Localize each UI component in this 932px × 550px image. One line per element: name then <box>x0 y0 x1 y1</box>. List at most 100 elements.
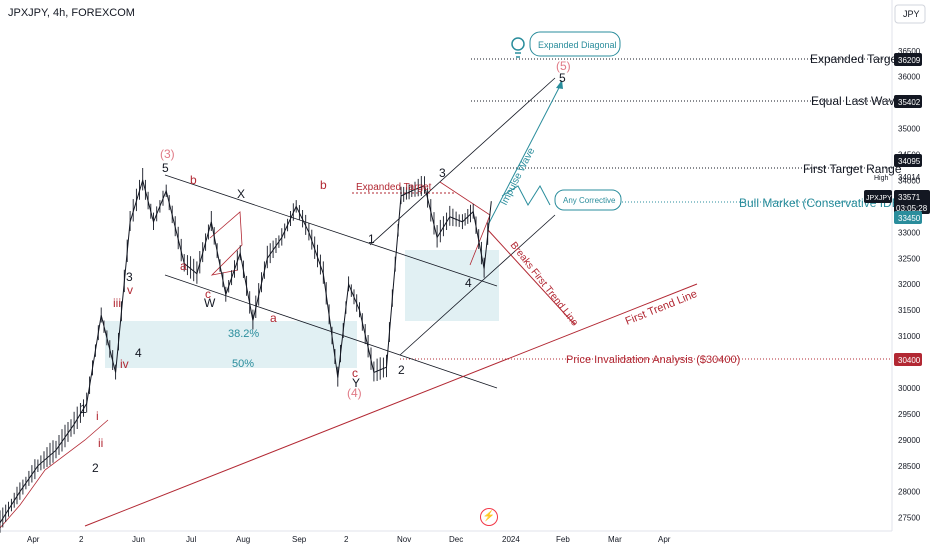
wave-label-c-1: c <box>205 287 211 301</box>
price-invalidation-label: Price Invalidation Analysis ($30400) <box>566 354 740 366</box>
price-tick-label: 30000 <box>898 384 921 393</box>
wave-label-4: 4 <box>135 346 142 360</box>
time-tick-label: 2024 <box>502 535 520 544</box>
badge-equal-last-wave-text: 35402 <box>898 98 921 107</box>
time-tick-label: Jul <box>186 535 196 544</box>
time-tick-label: Sep <box>292 535 307 544</box>
fib-382-label: 38.2% <box>228 328 259 340</box>
price-tick-label: 33000 <box>898 228 921 237</box>
first-trend-line <box>84 283 698 527</box>
impulse-wave-arrow <box>487 81 563 226</box>
wave-label-3: 3 <box>126 270 133 284</box>
any-corrective-label: Any Corrective <box>563 196 616 205</box>
badge-invalidation <box>894 353 922 366</box>
time-tick-label: Aug <box>236 535 250 544</box>
price-tick-label: 34000 <box>898 176 921 185</box>
badge-first-target-text: 34095 <box>898 157 921 166</box>
price-badges: 36209 35402 34095 34014 High JPXJPY 3357… <box>864 53 930 366</box>
badge-last-price <box>894 190 930 214</box>
wave-label-c-2: c <box>352 366 358 380</box>
wave-label-1-b: 1 <box>368 232 375 246</box>
badge-invalidation-text: 30400 <box>898 356 921 365</box>
price-tick-label: 29000 <box>898 436 921 445</box>
badge-last-symbol <box>864 190 892 203</box>
badge-equal-last-wave <box>894 95 922 108</box>
wave-label-i: i <box>96 409 99 423</box>
wave-label-ii: ii <box>98 436 103 450</box>
badge-countdown-text: 03:05:28 <box>896 204 928 213</box>
price-tick-label: 28500 <box>898 462 921 471</box>
wave-label-5-paren: (5) <box>556 59 571 73</box>
badge-expanded-target <box>894 53 922 66</box>
time-tick-labels: Apr 2 Jun Jul Aug Sep 2 Nov Dec 2024 Feb Mar Apr <box>27 535 671 544</box>
currency-label[interactable]: JPY <box>903 9 920 19</box>
price-tick-label: 31000 <box>898 332 921 341</box>
any-corrective-zigzag <box>501 185 551 206</box>
wave-label-4-paren: (4) <box>347 386 362 400</box>
price-tick-label: 31500 <box>898 306 921 315</box>
wave-label-5-top: 5 <box>162 161 169 175</box>
diagonal-upper-line <box>369 77 556 246</box>
time-tick-label: Mar <box>608 535 622 544</box>
wave-label-1: 1 <box>80 402 87 416</box>
price-tick-label: 32500 <box>898 254 921 263</box>
price-tick-label: 27500 <box>898 514 921 523</box>
expanded-target-label: Expanded Target <box>810 52 901 66</box>
first-trend-line-label: First Trend Line <box>624 288 699 328</box>
badge-high-label: High <box>874 175 889 182</box>
time-tick-label: Jun <box>132 535 145 544</box>
early-wave-channel <box>0 419 109 529</box>
wave-label-x: X <box>237 187 245 201</box>
first-target-range-label: First Target Range <box>803 162 902 176</box>
diagonal-lower-line <box>399 214 556 356</box>
wave-labels: (3) 5 b X b a c W a 3 v iii 4 iv 1 i ii … <box>80 59 571 475</box>
price-tick-label: 29500 <box>898 410 921 419</box>
fib-50-label: 50% <box>232 358 254 370</box>
price-tick-label: 28000 <box>898 488 921 497</box>
badge-last-price-text: 33571 <box>898 193 921 202</box>
time-tick-label: 2 <box>344 535 349 544</box>
price-tick-label: 36000 <box>898 73 921 82</box>
badge-last-symbol-text: JPXJPY <box>866 195 892 202</box>
time-tick-label: Dec <box>449 535 463 544</box>
wave-label-4-b: 4 <box>465 276 472 290</box>
impulse-wave-label: Impulse Wave <box>499 146 538 208</box>
breaks-trend-arrow <box>487 229 576 326</box>
expanded-diagonal-box[interactable] <box>529 31 621 57</box>
wave-label-2: 2 <box>92 461 99 475</box>
any-corrective-box[interactable] <box>554 189 622 211</box>
wave-label-a-1: a <box>180 259 187 273</box>
price-tick-labels: 3650036000355003500034500340003350033000… <box>898 47 921 523</box>
wave-label-3-b: 3 <box>439 166 446 180</box>
expanded-target-left-label: Expanded Target <box>356 182 432 193</box>
badge-first-target <box>894 154 922 167</box>
time-tick-label: Feb <box>556 535 570 544</box>
lightbulb-icon <box>511 37 525 58</box>
price-tick-label: 35000 <box>898 125 921 134</box>
flash-icon[interactable]: ⚡ <box>480 508 498 526</box>
badge-secondary <box>894 211 922 224</box>
price-tick-label: 32000 <box>898 280 921 289</box>
fib-zone-left <box>105 321 357 368</box>
currency-box <box>894 4 926 24</box>
equal-last-wave-label: Equal Last Wave <box>811 94 902 108</box>
badge-high-value: 34014 <box>898 173 921 182</box>
fib-zone-right <box>405 250 499 321</box>
price-tick-label: 36500 <box>898 47 921 56</box>
expanded-diagonal-label: Expanded Diagonal <box>538 40 617 50</box>
symbol-title: JPXJPY, 4h, FOREXCOM <box>8 7 135 19</box>
wave-label-iv: iv <box>120 357 129 371</box>
wave-label-3-paren: (3) <box>160 147 175 161</box>
triangle-wave-lines <box>209 211 243 276</box>
wave-label-v: v <box>127 283 133 297</box>
time-tick-label: 2 <box>79 535 84 544</box>
wave-label-a-2: a <box>270 311 277 325</box>
candle-marks <box>0 168 489 533</box>
time-tick-label: Apr <box>658 535 671 544</box>
wave-label-iii: iii <box>113 296 121 310</box>
wave-label-2-b: 2 <box>398 363 405 377</box>
wave-label-w: W <box>204 296 216 310</box>
wave-label-b-2: b <box>320 178 327 192</box>
